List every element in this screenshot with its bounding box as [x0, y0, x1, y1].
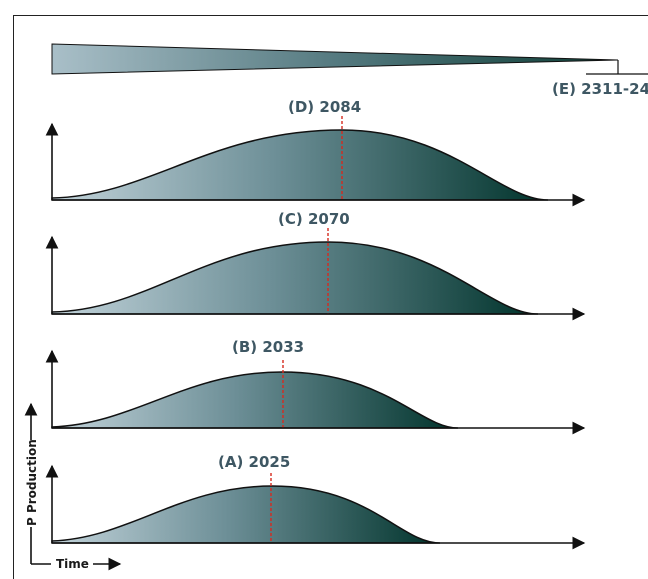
panel-d-curve: [51, 129, 549, 201]
x-axis-label: Time: [56, 557, 89, 571]
panel-a-label: (A) 2025: [218, 453, 290, 471]
panel-b: (B) 2033: [45, 338, 586, 435]
panel-d: (D) 2084: [45, 98, 586, 207]
wedge-shape: [51, 43, 619, 75]
diagram-border: [13, 15, 648, 579]
panel-c-curve: [51, 241, 539, 315]
panel-c-label: (C) 2070: [278, 210, 350, 228]
panel-d-label: (D) 2084: [288, 98, 361, 116]
panel-c: (C) 2070: [45, 210, 586, 321]
panel-a-curve: [51, 485, 441, 544]
axis-legend: P Production Time: [24, 402, 122, 571]
reserve-wedge: (E) 2311-2417: [51, 43, 648, 98]
panel-b-curve: [51, 371, 459, 429]
y-axis-label: P Production: [25, 439, 39, 526]
panel-a: (A) 2025: [45, 453, 586, 550]
panel-b-label: (B) 2033: [232, 338, 304, 356]
wedge-label: (E) 2311-2417: [552, 80, 648, 98]
